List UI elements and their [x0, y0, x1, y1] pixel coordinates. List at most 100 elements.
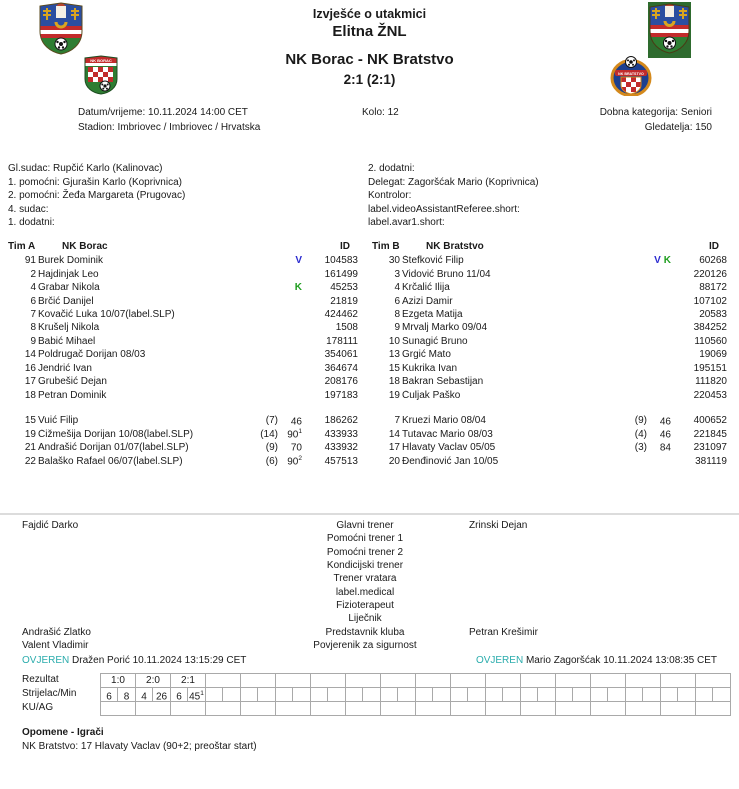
scorer-minute-cells: [451, 688, 485, 702]
staff-home-name: [22, 586, 232, 599]
staff-away-name: [469, 546, 689, 559]
scorer-cell: [206, 688, 223, 701]
partial-result-cell: 1:0: [101, 674, 135, 688]
report-title: Izvješće o utakmici: [312, 7, 427, 21]
staff-away-column: Zrinski Dejan Petran Krešimir: [469, 519, 689, 652]
kuag-cell: [486, 702, 520, 716]
team-b-label: Tim B: [372, 241, 400, 253]
team-b-block: Tim B NK Bratstvo ID 30 Štefković Filip …: [372, 240, 727, 402]
player-row: 18 Petran Dominik 197183: [8, 388, 358, 401]
result-grid-column: [661, 674, 696, 716]
match-round: Kolo: 12: [362, 107, 399, 118]
scorer-minute-cells: [696, 688, 730, 702]
player-id: 20583: [699, 308, 727, 320]
partial-result-cell: [626, 674, 660, 688]
scorer-minute-cells: [556, 688, 590, 702]
nk-borac-crest-icon: NK BORAC: [84, 55, 118, 95]
player-name: Burek Dominik: [38, 255, 104, 267]
player-id: 21819: [330, 295, 358, 307]
scorer-cell: 6: [101, 688, 118, 702]
substitute-row: 15 Vuić Filip (7) 46 186262: [8, 414, 358, 427]
minute-value: 84: [659, 442, 671, 454]
player-number: 21: [24, 442, 36, 454]
staff-home-name: Andrašić Zlatko: [22, 626, 91, 638]
staff-home-name: [22, 559, 232, 572]
substitute-row: 14 Tutavac Mario 08/03 (4) 46 221845: [372, 427, 727, 441]
scorer-cell: [241, 688, 258, 701]
player-id: 19069: [699, 349, 727, 361]
kuag-row-label: KU/AG: [22, 702, 54, 713]
player-id: 178111: [326, 335, 358, 347]
scorer-cell: [486, 688, 503, 701]
home-club-logo: NK BORAC: [84, 55, 118, 98]
player-number: 91: [24, 255, 36, 267]
staff-role-column: Glavni trener Pomoćni trener 1 Pomoćni tre…: [242, 519, 488, 652]
scorer-minute-cells: [591, 688, 625, 702]
officials-right-column: 2. dodatni: Delegat: Zagoršćak Mario (Kop…: [368, 162, 539, 230]
staff-role-label: Pomoćni trener 1: [326, 533, 404, 545]
scorer-minute-cells: 6 451: [171, 688, 205, 702]
partial-result-cell: [241, 674, 275, 688]
match-score: 2:1 (2:1): [343, 72, 396, 87]
player-number: 3: [394, 268, 400, 280]
player-id: 161499: [324, 268, 358, 280]
player-name: Bakran Sebastijan: [402, 376, 484, 388]
player-number: 19: [24, 428, 36, 440]
minute-cell: 26: [153, 688, 170, 702]
partial-result-cell: [206, 674, 240, 688]
scorer-number: 6: [176, 691, 182, 703]
scorer-minute-cells: [276, 688, 310, 702]
player-id: 45253: [330, 282, 358, 294]
player-name: Hlavaty Vaclav 05/05: [402, 442, 496, 454]
player-name: Čuljak Paško: [402, 389, 461, 401]
kuag-cell: [206, 702, 240, 716]
association-crest-icon: [648, 2, 691, 58]
result-grid-column: [206, 674, 241, 716]
player-number: 6: [30, 295, 36, 307]
team-a-starters: 91 Burek Dominik V 104583 2 Hajdinjak Le…: [8, 254, 358, 402]
minute-cell: [328, 688, 345, 701]
team-a-substitutes: 15 Vuić Filip (7) 46 186262 19 Čižmešija…: [8, 414, 358, 468]
player-name: Sunagić Bruno: [402, 335, 468, 347]
staff-home-name: [22, 599, 232, 612]
result-grid-column: [486, 674, 521, 716]
scorer-cell: [311, 688, 328, 701]
substitution-minute: 70: [278, 441, 302, 454]
scorer-row-label: Strijelac/Min: [22, 688, 77, 699]
substitution-minute: 46: [647, 428, 671, 440]
official-line: 1. pomoćni: Gjurašin Karlo (Koprivnica): [8, 176, 182, 188]
player-id: 107102: [693, 295, 727, 307]
substitution-minute: 901: [278, 428, 302, 440]
kuag-cell: [556, 702, 590, 716]
scorer-cell: [696, 688, 713, 701]
team-a-header: Tim A NK Borac ID: [8, 240, 358, 254]
player-name: Grgić Mato: [402, 349, 451, 361]
partial-result-cell: [346, 674, 380, 688]
minute-cell: [573, 688, 590, 701]
kuag-cell: [591, 702, 625, 716]
player-number: 6: [394, 295, 400, 307]
result-grid-column: 2:0 4 26: [136, 674, 171, 716]
kuag-cell: [381, 702, 415, 716]
staff-home-column: Fajdić Darko Andrašić Zlatko Valent Vladim…: [22, 519, 232, 652]
replaced-player-number: (7): [265, 415, 278, 427]
association-crest-right-logo: [648, 2, 691, 61]
scorer-cell: 6: [171, 688, 188, 703]
team-b-name: NK Bratstvo: [426, 241, 484, 253]
result-grid-column: [451, 674, 486, 716]
player-name: Krčalić Ilija: [402, 282, 450, 294]
kuag-cell: [346, 702, 380, 716]
player-row: 18 Bakran Sebastijan 111820: [372, 375, 727, 388]
player-id: 221845: [693, 428, 727, 440]
result-row-label: Rezultat: [22, 674, 59, 685]
replaced-player-number: (9): [265, 442, 278, 454]
scorer-minute-cells: [416, 688, 450, 702]
player-number: 20: [388, 455, 400, 467]
player-row: 6 Azizi Damir 107102: [372, 294, 727, 307]
kuag-cell: [311, 702, 345, 716]
minute-cell: [293, 688, 310, 701]
match-datetime: Datum/vrijeme: 10.11.2024 14:00 CET: [78, 107, 248, 118]
scorer-cell: [626, 688, 643, 701]
scorer-cell: 4: [136, 688, 153, 702]
partial-result-cell: [661, 674, 695, 688]
